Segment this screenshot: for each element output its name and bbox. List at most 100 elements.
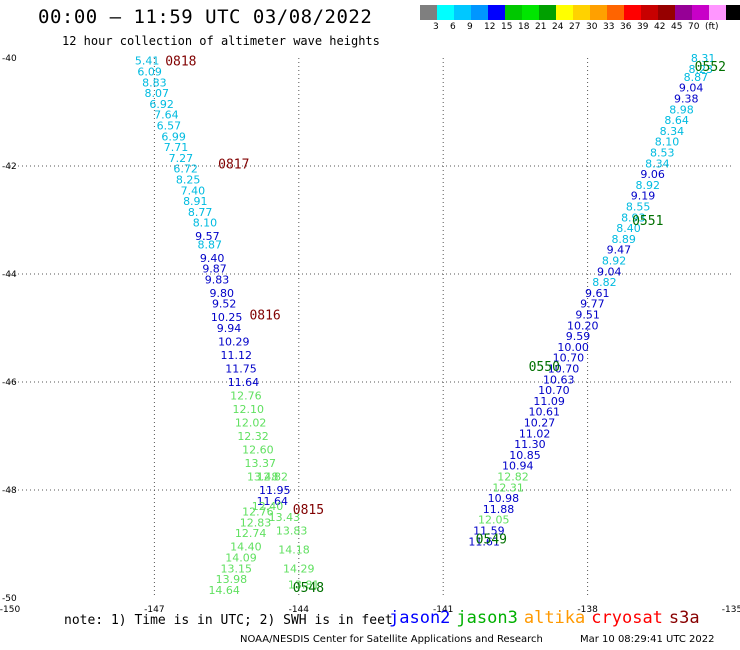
color-swatch	[488, 5, 505, 20]
wave-height-value: 6.09	[137, 66, 162, 79]
wave-height-value: 10.61	[529, 406, 561, 419]
wave-height-value: 8.77	[188, 206, 213, 219]
wave-height-value: 8.34	[645, 157, 670, 170]
color-swatch	[556, 5, 573, 20]
color-scale-label: 21	[535, 22, 547, 32]
wave-height-value: 12.31	[492, 481, 524, 494]
wave-height-value: 6.57	[157, 120, 182, 133]
wave-height-value: 10.27	[524, 417, 556, 430]
wave-height-value: 8.82	[592, 276, 617, 289]
legend-item-jason2: jason2	[389, 608, 451, 628]
wave-height-value: 8.92	[602, 255, 627, 268]
wave-height-value: 11.95	[259, 484, 291, 497]
wave-height-value: 8.93	[621, 211, 646, 224]
wave-height-value: 12.32	[237, 430, 269, 443]
legend-item-s3a: s3a	[668, 608, 700, 628]
wave-height-value: 8.25	[176, 174, 201, 187]
wave-height-value: 9.83	[205, 273, 230, 286]
wave-height-value: 7.64	[154, 109, 179, 122]
wave-height-value: 10.98	[488, 492, 520, 505]
color-scale-label: 70	[688, 22, 700, 32]
wave-height-value: 11.59	[473, 525, 505, 538]
wave-height-value: 9.87	[202, 263, 227, 276]
wave-height-value: 10.94	[502, 460, 534, 473]
wave-height-value: 8.10	[193, 217, 218, 230]
color-swatch	[641, 5, 658, 20]
wave-height-value: 11.02	[519, 427, 551, 440]
color-swatch	[726, 5, 740, 20]
wave-height-value: 9.51	[575, 309, 600, 322]
color-swatch	[590, 5, 607, 20]
wave-height-value: 8.40	[616, 222, 641, 235]
color-scale-label: 39	[637, 22, 649, 32]
pass-time-label: 0818	[165, 55, 196, 70]
color-scale-label: 15	[501, 22, 513, 32]
time-labels: 0818 0817 0816 0815 0552 0551 0550 0549 0548	[165, 55, 726, 597]
wave-height-value: 11.61	[468, 535, 500, 548]
wave-height-value: 7.71	[164, 141, 189, 154]
wave-height-value: 10.63	[543, 373, 575, 386]
wave-height-value: 9.57	[195, 230, 220, 243]
legend-item-cryosat: cryosat	[591, 608, 663, 628]
wave-height-value: 12.76	[242, 506, 274, 519]
color-swatch	[573, 5, 590, 20]
pass-time-label: 0816	[249, 309, 280, 324]
color-swatch	[505, 5, 522, 20]
legend-item-jason3: jason3	[456, 608, 518, 628]
wave-height-value: 13.37	[245, 457, 277, 470]
wave-height-value: 11.12	[220, 349, 252, 362]
color-swatch	[607, 5, 624, 20]
wave-height-value: 8.07	[145, 87, 170, 100]
color-scale-label: 12	[484, 22, 496, 32]
wave-height-value: 6.92	[149, 98, 174, 111]
wave-height-value: 9.40	[200, 252, 225, 265]
wave-height-value: 12.82	[497, 471, 529, 484]
wave-height-value: 12.76	[230, 390, 262, 403]
lat-tick-label: -44	[2, 270, 17, 280]
wave-height-value: 9.94	[217, 322, 242, 335]
wave-height-value: 6.72	[173, 163, 198, 176]
axis-tick-labels: -150 -147 -144 -141 -138 -135 -40 -42 -44 -46 -48 -…	[0, 54, 740, 615]
wave-height-value: 13.98	[216, 573, 248, 586]
wave-height-value: 9.04	[597, 265, 622, 278]
color-swatch	[420, 5, 437, 20]
lat-tick-label: -48	[2, 486, 17, 496]
wave-height-value: 7.27	[169, 152, 194, 165]
wave-height-value: 12.10	[233, 403, 265, 416]
lon-tick-label: -135	[722, 605, 740, 615]
wave-height-value: 11.09	[533, 395, 565, 408]
wave-height-value: 14.29	[283, 562, 315, 575]
pass-time-label: 0552	[695, 60, 726, 75]
wave-height-value: 11.30	[514, 438, 546, 451]
wave-height-value: 9.04	[679, 82, 704, 95]
wave-height-value: 8.87	[684, 71, 709, 84]
pass-time-label: 0817	[218, 157, 249, 172]
wave-height-value: 14.40	[230, 541, 262, 554]
wave-height-value: 8.55	[626, 201, 651, 214]
wave-height-value: 9.80	[210, 287, 235, 300]
lon-tick-label: -144	[289, 605, 310, 615]
color-swatch	[471, 5, 488, 20]
wave-height-value: 9.61	[585, 287, 610, 300]
credit-text: NOAA/NESDIS Center for Satellite Applica…	[240, 634, 543, 645]
lon-tick-label: -150	[0, 605, 20, 615]
lat-tick-label: -40	[2, 54, 17, 64]
wave-height-value: 8.64	[664, 114, 689, 127]
wave-height-value: 13.83	[276, 525, 308, 538]
wave-height-value: 9.52	[212, 298, 237, 311]
page-title: 00:00 – 11:59 UTC 03/08/2022	[38, 6, 373, 28]
wave-height-value: 9.06	[640, 168, 665, 181]
wave-height-value: 8.91	[183, 195, 208, 208]
wave-height-value: 14.64	[208, 584, 240, 597]
wave-height-value: 8.31	[691, 52, 716, 65]
color-swatch	[675, 5, 692, 20]
wave-height-value: 9.19	[631, 190, 656, 203]
wave-height-value: 10.20	[567, 319, 599, 332]
color-scale-label: 18	[518, 22, 530, 32]
color-swatch	[658, 5, 675, 20]
timestamp-text: Mar 10 08:29:41 UTC 2022	[580, 634, 715, 645]
color-scale-label: 42	[654, 22, 666, 32]
wave-height-value: 9.59	[566, 330, 591, 343]
lat-tick-label: -42	[2, 162, 17, 172]
